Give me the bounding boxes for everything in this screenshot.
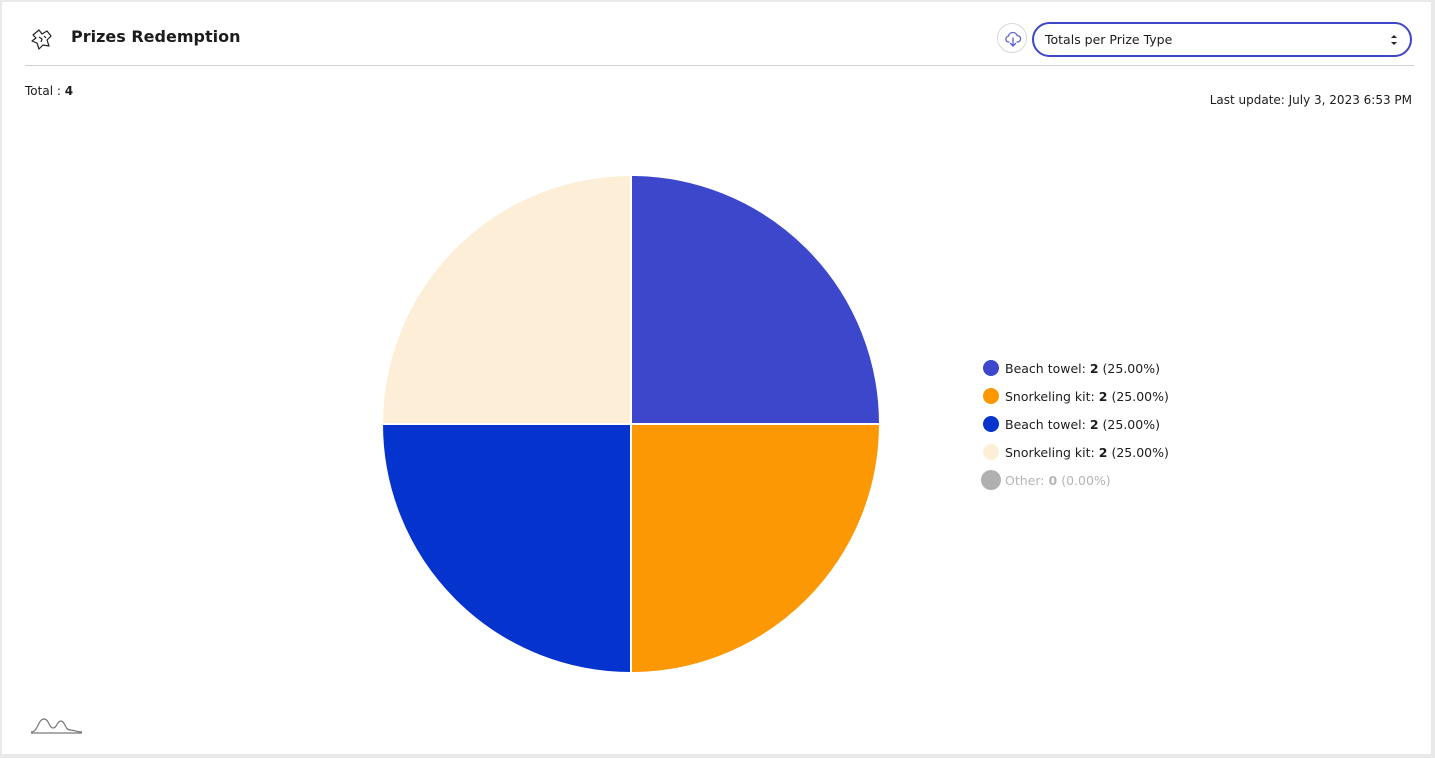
card-header: Prizes Redemption Totals per Prize Type [25,20,1414,66]
pie-slice-2[interactable] [630,423,882,675]
pie-slice-4[interactable] [380,173,632,425]
legend-text: Other: 0 (0.00%) [1005,472,1111,490]
legend-text: Beach towel: 2 (25.00%) [1005,360,1160,378]
legend-text: Snorkeling kit: 2 (25.00%) [1005,388,1169,406]
legend-label: Snorkeling kit: [1005,445,1095,460]
legend-label: Snorkeling kit: [1005,389,1095,404]
total-value: 4 [64,84,74,98]
pie-chart [380,173,882,675]
legend-label: Other: [1005,473,1045,488]
total-count: Total : 4 [25,84,73,98]
legend-value: 2 [1089,417,1099,432]
legend-percent: (25.00%) [1102,361,1160,376]
chart-type-select[interactable]: Totals per Prize Type [1032,22,1412,57]
cloud-download-icon [1005,31,1022,47]
legend-value: 2 [1098,389,1108,404]
last-update: Last update: July 3, 2023 6:53 PM [1209,93,1412,107]
legend-swatch [983,360,999,376]
legend-value: 0 [1048,473,1058,488]
mountain-logo-icon [30,714,84,740]
pie-slice-3[interactable] [380,423,632,675]
pie-slice-1[interactable] [630,173,882,425]
trophy-sketch-icon [29,26,55,52]
legend-value: 2 [1089,361,1099,376]
select-value: Totals per Prize Type [1045,32,1173,47]
legend-percent: (0.00%) [1061,473,1111,488]
page-title: Prizes Redemption [71,27,241,46]
select-arrows-icon [1391,35,1397,45]
legend-value: 2 [1098,445,1108,460]
legend-label: Beach towel: [1005,417,1086,432]
legend-percent: (25.00%) [1111,445,1169,460]
total-label: Total : [25,84,65,98]
legend-swatch [983,388,999,404]
legend-text: Snorkeling kit: 2 (25.00%) [1005,444,1169,462]
legend-swatch [983,416,999,432]
legend-swatch [983,444,999,460]
legend-percent: (25.00%) [1111,389,1169,404]
legend-label: Beach towel: [1005,361,1086,376]
legend-percent: (25.00%) [1102,417,1160,432]
legend-swatch [981,470,1001,490]
legend-text: Beach towel: 2 (25.00%) [1005,416,1160,434]
download-button[interactable] [997,23,1027,53]
